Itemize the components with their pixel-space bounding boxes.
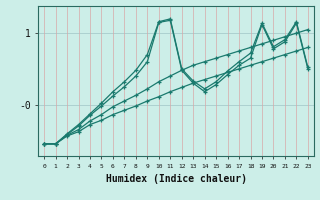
- X-axis label: Humidex (Indice chaleur): Humidex (Indice chaleur): [106, 174, 246, 184]
